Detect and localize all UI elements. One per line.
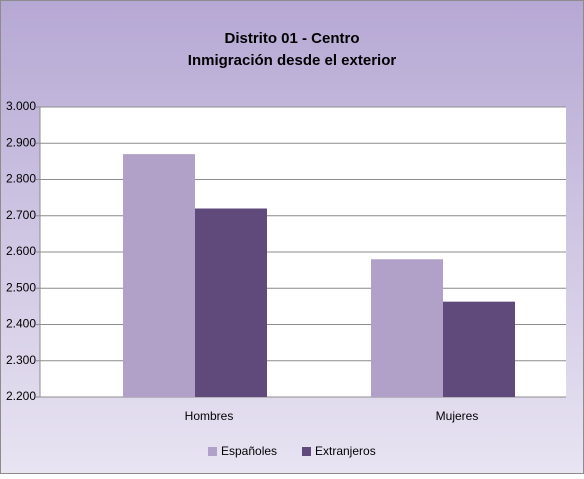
bar: [123, 154, 195, 397]
legend-swatch: [208, 447, 217, 456]
bar: [443, 301, 515, 397]
y-tick-label: 2.200: [6, 389, 36, 403]
chart-subtitle: Inmigración desde el exterior: [188, 52, 397, 69]
y-tick-label: 2.300: [6, 353, 36, 367]
y-tick-label: 2.400: [6, 317, 36, 331]
y-tick-label: 2.800: [6, 172, 36, 186]
bar: [371, 259, 443, 397]
bar: [195, 208, 267, 397]
y-tick-label: 2.900: [6, 135, 36, 149]
legend-label: Extranjeros: [315, 444, 376, 458]
y-tick-label: 2.700: [6, 208, 36, 222]
y-tick-label: 3.000: [6, 99, 36, 113]
legend-swatch: [302, 447, 311, 456]
y-tick-label: 2.500: [6, 280, 36, 294]
x-tick-label: Mujeres: [436, 409, 479, 423]
chart-title: Distrito 01 - Centro: [224, 30, 359, 47]
y-tick-label: 2.600: [6, 244, 36, 258]
legend-label: Españoles: [221, 444, 277, 458]
x-tick-label: Hombres: [185, 409, 234, 423]
